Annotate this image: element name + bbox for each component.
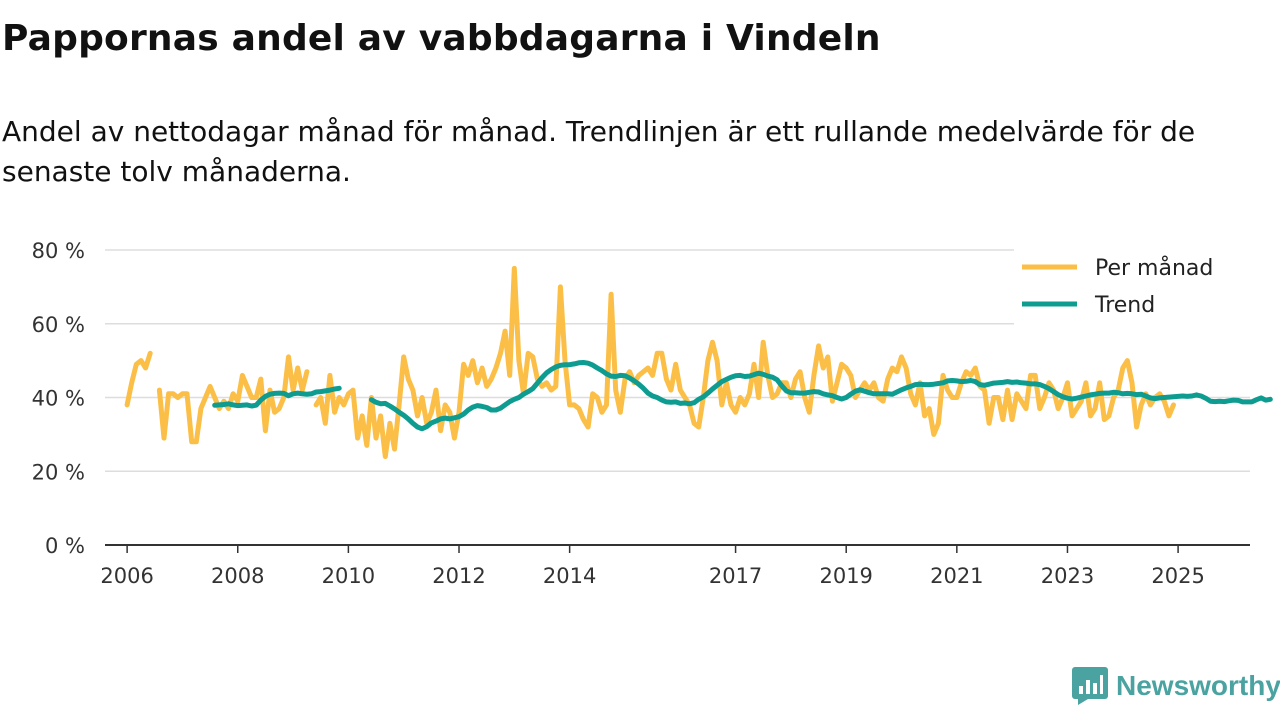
x-tick-label: 2023	[1041, 564, 1094, 588]
x-tick-label: 2025	[1151, 564, 1204, 588]
series-line-trend-segment-1	[212, 385, 342, 409]
newsworthy-logo: Newsworthy	[1072, 665, 1280, 707]
x-tick-label: 2008	[211, 564, 264, 588]
chart-legend: Per månad Trend	[1014, 248, 1250, 326]
y-tick-label: 40 %	[32, 387, 85, 411]
x-tick-label: 2006	[100, 564, 153, 588]
x-tick-label: 2012	[432, 564, 485, 588]
legend-label-trend: Trend	[1094, 293, 1155, 318]
x-tick-label: 2014	[543, 564, 596, 588]
bar-chart-icon	[1072, 667, 1108, 705]
chart-subtitle: Andel av nettodagar månad för månad. Tre…	[2, 115, 1196, 188]
series-line-monthly-segment-2	[156, 354, 310, 445]
x-tick-label: 2019	[819, 564, 872, 588]
series-line-monthly-segment-3	[313, 265, 1176, 459]
y-tick-label: 60 %	[32, 313, 85, 337]
x-tick-label: 2021	[930, 564, 983, 588]
chart-title: Pappornas andel av vabbdagarna i Vindeln	[2, 18, 881, 59]
series-line-monthly-segment-1	[124, 350, 153, 408]
y-tick-label: 0 %	[45, 534, 85, 558]
brand-name: Newsworthy	[1116, 670, 1280, 701]
x-tick-label: 2017	[709, 564, 762, 588]
legend-background	[1014, 248, 1250, 326]
series-line-trend-segment-2	[368, 360, 1273, 432]
y-tick-label: 80 %	[32, 239, 85, 263]
y-tick-label: 20 %	[32, 460, 85, 484]
x-tick-label: 2010	[322, 564, 375, 588]
legend-label-monthly: Per månad	[1095, 255, 1213, 281]
